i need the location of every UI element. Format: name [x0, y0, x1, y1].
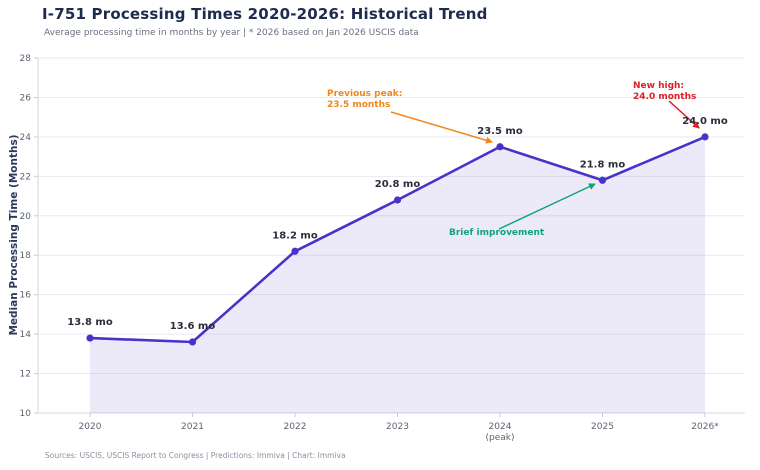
annotation-arrow-brief-improvement: [498, 183, 596, 230]
annotation-text-previous-peak: 23.5 months: [327, 100, 390, 110]
annotation-text-new-high: New high:: [633, 81, 684, 91]
data-point: [496, 143, 504, 151]
area-fill: [90, 136, 705, 413]
y-tick-label: 24: [20, 133, 32, 143]
chart-title: I-751 Processing Times 2020-2026: Histor…: [42, 5, 488, 23]
y-tick-label: 10: [20, 409, 32, 419]
data-point: [701, 133, 709, 141]
y-tick-label: 20: [20, 212, 32, 222]
y-tick-label: 12: [20, 370, 31, 380]
x-tick-label: 2021: [181, 422, 204, 432]
data-point: [393, 196, 402, 204]
data-point-label: 13.6 mo: [170, 321, 216, 332]
data-point-label: 20.8 mo: [375, 179, 421, 190]
y-tick-label: 26: [20, 93, 32, 103]
y-tick-label: 14: [20, 330, 32, 340]
annotation-text-previous-peak: Previous peak:: [327, 89, 402, 99]
source-credits: Sources: USCIS, USCIS Report to Congress…: [45, 451, 346, 460]
x-tick-label: 2023: [386, 422, 409, 432]
x-tick-label: 2020: [79, 422, 102, 432]
data-point: [86, 334, 94, 342]
x-tick-label: 2022: [284, 422, 307, 432]
annotation-text-brief-improvement: Brief improvement: [449, 228, 545, 238]
data-point: [598, 176, 607, 184]
data-point: [291, 247, 299, 255]
annotation-text-new-high: 24.0 months: [633, 92, 696, 102]
data-point-label: 18.2 mo: [272, 230, 318, 241]
y-tick-label: 22: [20, 172, 31, 182]
data-point-label: 24.0 mo: [682, 116, 728, 127]
y-tick-label: 16: [20, 291, 32, 301]
data-point: [188, 338, 197, 346]
y-axis-label: Median Processing Time (Months): [8, 134, 20, 336]
y-tick-label: 28: [20, 54, 32, 64]
data-point-label: 21.8 mo: [580, 159, 626, 170]
x-tick-sublabel: (peak): [486, 433, 515, 443]
x-tick-label: 2026*: [691, 422, 719, 432]
x-tick-label: 2024: [489, 422, 512, 432]
data-point-label: 13.8 mo: [67, 317, 113, 328]
chart-subtitle: Average processing time in months by yea…: [44, 28, 419, 38]
data-point-label: 23.5 mo: [477, 126, 523, 137]
y-tick-label: 18: [20, 251, 32, 261]
annotation-arrow-previous-peak: [390, 111, 493, 144]
annotation-arrow-new-high: [668, 100, 700, 129]
x-tick-label: 2025: [591, 422, 614, 432]
